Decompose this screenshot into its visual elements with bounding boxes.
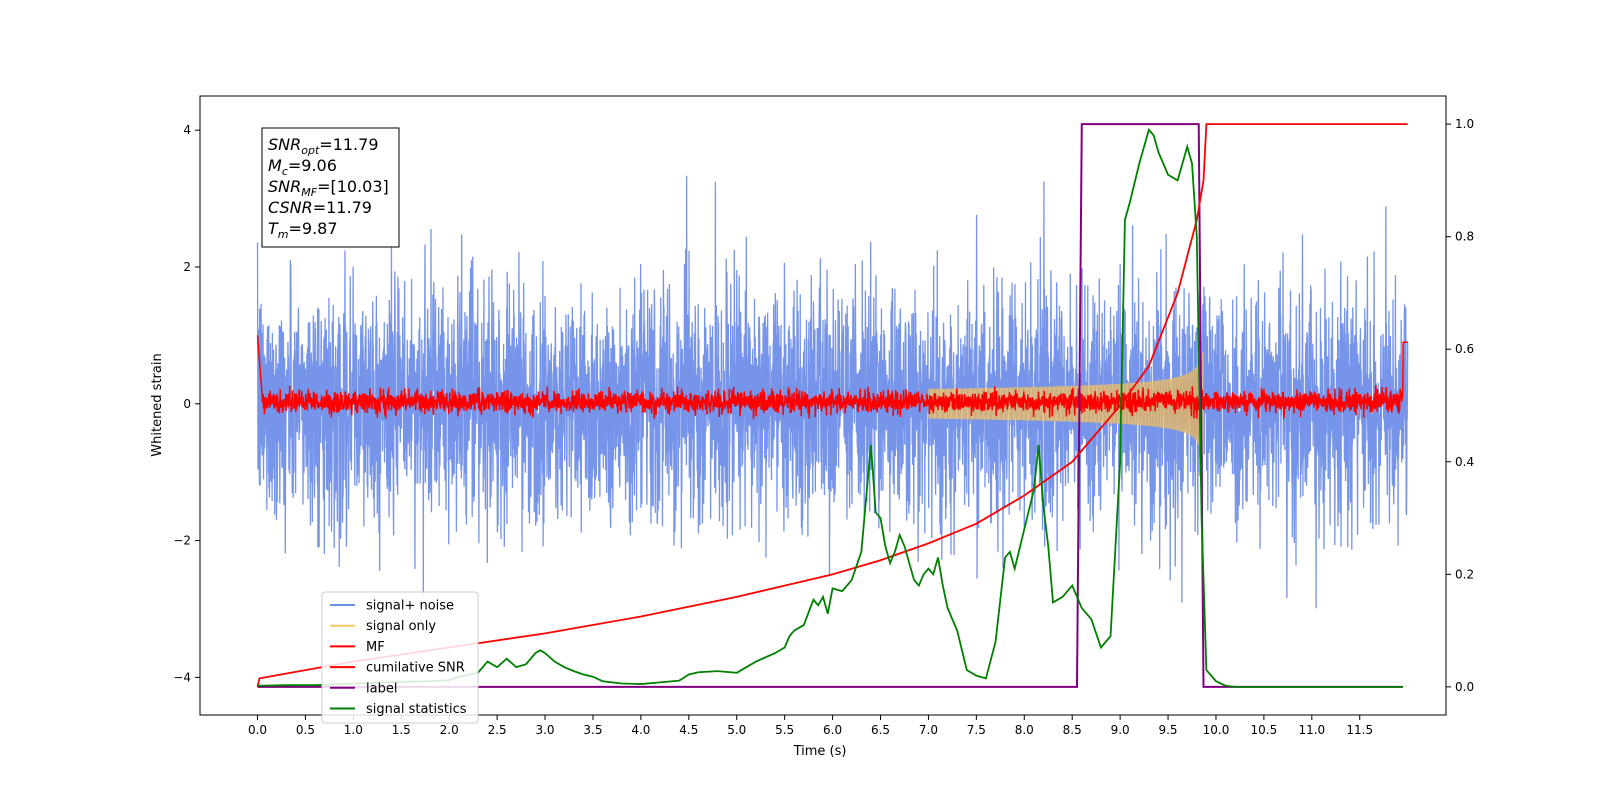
x-tick-label: 5.5 bbox=[775, 723, 794, 737]
legend-entry: label bbox=[366, 681, 397, 696]
x-tick-label: 2.5 bbox=[488, 723, 507, 737]
x-tick-label: 4.0 bbox=[631, 723, 650, 737]
x-tick-label: 11.5 bbox=[1346, 723, 1373, 737]
x-tick-label: 0.5 bbox=[296, 723, 315, 737]
x-tick-label: 10.0 bbox=[1203, 723, 1230, 737]
plot-area bbox=[256, 123, 1409, 688]
x-tick-label: 1.0 bbox=[344, 723, 363, 737]
y2-tick-label: 1.0 bbox=[1455, 117, 1474, 131]
x-tick-label: 6.0 bbox=[823, 723, 842, 737]
legend-entry: signal only bbox=[366, 619, 436, 634]
legend: signal+ noise signal only MF cumilative SNR… bbox=[321, 591, 479, 724]
x-tick-label: 8.5 bbox=[1063, 723, 1082, 737]
x-tick-label: 7.0 bbox=[919, 723, 938, 737]
x-tick-label: 10.5 bbox=[1251, 723, 1278, 737]
x-tick-label: 6.5 bbox=[871, 723, 890, 737]
series-signal-noise-line bbox=[256, 175, 1409, 609]
annotation-line: CSNR=11.79 bbox=[268, 198, 372, 217]
x-tick-label: 7.5 bbox=[967, 723, 986, 737]
annotation-line: Tm=9.87 bbox=[268, 219, 338, 241]
y-tick-label: −2 bbox=[173, 534, 191, 548]
x-tick-label: 3.0 bbox=[535, 723, 554, 737]
legend-entry: signal+ noise bbox=[366, 599, 454, 614]
x-tick-label: 0.0 bbox=[248, 723, 267, 737]
annotation-line: Mc=9.06 bbox=[268, 156, 337, 178]
y-axis-right: 0.0 0.2 0.4 0.6 0.8 1.0 bbox=[1446, 117, 1474, 694]
x-tick-label: 1.5 bbox=[392, 723, 411, 737]
x-tick-label: 9.5 bbox=[1158, 723, 1177, 737]
y2-tick-label: 0.4 bbox=[1455, 455, 1474, 469]
series-mf-line bbox=[256, 335, 1408, 421]
y-tick-label: 4 bbox=[183, 123, 191, 137]
x-tick-label: 9.0 bbox=[1111, 723, 1130, 737]
annotation-line: SNRMF=[10.03] bbox=[268, 177, 389, 199]
legend-entry: cumilative SNR bbox=[366, 661, 465, 676]
legend-box bbox=[321, 591, 479, 724]
y-axis-label: Whitened strain bbox=[150, 353, 165, 456]
x-axis: 0.0 0.5 1.0 1.5 2.0 2.5 3.0 3.5 4.0 4.5 5.0 5.5 6.0 6… bbox=[248, 715, 1373, 737]
series-signal-statistics-line bbox=[257, 127, 1403, 688]
x-tick-label: 8.0 bbox=[1015, 723, 1034, 737]
y2-tick-label: 0.0 bbox=[1455, 680, 1474, 694]
y2-tick-label: 0.6 bbox=[1455, 342, 1474, 356]
x-tick-label: 4.5 bbox=[679, 723, 698, 737]
x-tick-label: 11.0 bbox=[1298, 723, 1325, 737]
y-tick-label: −4 bbox=[173, 670, 191, 684]
x-axis-label: Time (s) bbox=[793, 744, 847, 759]
legend-entry: MF bbox=[366, 640, 385, 655]
y2-tick-label: 0.8 bbox=[1455, 230, 1474, 244]
annotation-line: SNRopt=11.79 bbox=[268, 135, 379, 157]
x-tick-label: 3.5 bbox=[583, 723, 602, 737]
y2-tick-label: 0.2 bbox=[1455, 567, 1474, 581]
x-tick-label: 5.0 bbox=[727, 723, 746, 737]
y-tick-label: 2 bbox=[183, 260, 191, 274]
legend-entry: signal statistics bbox=[366, 702, 467, 717]
x-tick-label: 2.0 bbox=[440, 723, 459, 737]
y-axis-left: −4 −2 0 2 4 bbox=[173, 123, 200, 684]
y-tick-label: 0 bbox=[183, 397, 191, 411]
axes-frame bbox=[199, 95, 1447, 716]
annotation-box: SNRopt=11.79Mc=9.06SNRMF=[10.03]CSNR=11.… bbox=[261, 127, 400, 248]
